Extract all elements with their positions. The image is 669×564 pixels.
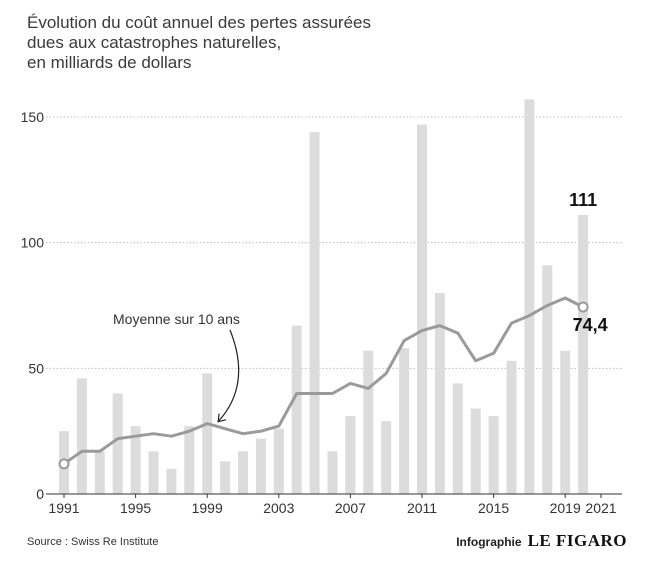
bar-2020 xyxy=(578,215,589,494)
title-line-2: dues aux catastrophes naturelles, xyxy=(27,33,282,52)
bar-2013 xyxy=(452,383,463,494)
bar-2009 xyxy=(381,421,392,494)
y-tick-label: 50 xyxy=(28,360,44,376)
annotation-arrowhead xyxy=(217,413,227,423)
bar-2008 xyxy=(363,350,374,494)
x-tick-label: 2019 xyxy=(550,500,581,516)
bar-1996 xyxy=(148,451,159,494)
bar-1999 xyxy=(202,373,213,494)
x-tick-label: 2021 xyxy=(585,500,616,516)
chart-canvas: 0 50 100 150 1991 1995 1999 2003 2007 2011 2015 201… xyxy=(21,99,622,516)
bar-2011 xyxy=(417,124,427,494)
annotations: Moyenne sur 10 ans 111 74,4 xyxy=(113,190,608,423)
bar-2012 xyxy=(434,292,445,494)
bar-2001 xyxy=(238,451,248,494)
x-tick-label: 2007 xyxy=(335,500,366,516)
bar-2002 xyxy=(255,438,266,494)
average-series-line xyxy=(62,296,585,466)
bar-2016 xyxy=(506,360,517,494)
x-tick-label: 1999 xyxy=(192,500,223,516)
credit: Infographie LE FIGARO xyxy=(456,531,627,551)
bar-1993 xyxy=(94,451,105,494)
bar-1998 xyxy=(184,426,195,494)
bar-2005 xyxy=(309,132,320,494)
y-tick-label: 0 xyxy=(36,486,44,502)
gridlines xyxy=(46,116,622,369)
bar-1995 xyxy=(130,426,141,494)
annotation-arrow xyxy=(217,329,240,423)
average-point-1991 xyxy=(58,458,70,470)
average-point-2020 xyxy=(577,301,589,313)
average-label: Moyenne sur 10 ans xyxy=(113,311,240,327)
x-tick-label: 2003 xyxy=(263,500,294,516)
source-note: Source : Swiss Re Institute xyxy=(27,536,159,548)
y-tick-label: 150 xyxy=(21,109,45,125)
title-line-3: en milliards de dollars xyxy=(27,53,192,72)
bar-2019 xyxy=(560,350,571,494)
bars xyxy=(59,99,589,494)
axes: 0 50 100 150 1991 1995 1999 2003 2007 2011 2015 201… xyxy=(21,109,622,516)
bar-1997 xyxy=(166,468,177,494)
x-tick-label: 2015 xyxy=(478,500,509,516)
title-line-1: Évolution du coût annuel des pertes assu… xyxy=(27,13,372,32)
chart-title: Évolution du coût annuel des pertes assu… xyxy=(27,13,371,73)
average-line xyxy=(58,296,589,470)
bar-2014 xyxy=(470,408,481,494)
last-average-value-label: 74,4 xyxy=(573,315,608,335)
bar-2006 xyxy=(327,451,338,494)
bar-2007 xyxy=(345,416,356,494)
bar-2017 xyxy=(524,99,535,494)
bar-1994 xyxy=(112,393,123,494)
bar-2010 xyxy=(399,348,410,494)
bar-2018 xyxy=(542,265,553,494)
bar-1992 xyxy=(76,378,87,494)
x-tick-label: 1995 xyxy=(120,500,151,516)
bar-2000 xyxy=(220,461,231,494)
x-tick-label: 1991 xyxy=(48,500,79,516)
brand-logo: LE FIGARO xyxy=(527,531,627,550)
credit-label: Infographie xyxy=(456,535,522,549)
bar-2004 xyxy=(291,325,302,494)
y-tick-label: 100 xyxy=(21,235,45,251)
bar-2003 xyxy=(273,428,284,494)
x-tick-label: 2011 xyxy=(407,500,437,516)
last-bar-value-label: 111 xyxy=(569,190,597,210)
bar-2015 xyxy=(488,416,499,494)
